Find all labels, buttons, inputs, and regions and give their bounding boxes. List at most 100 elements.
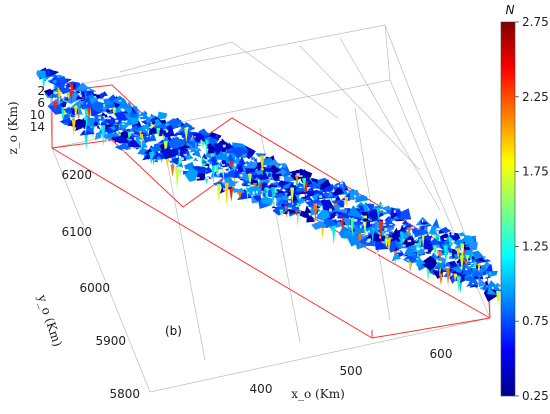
surface-highlight bbox=[296, 173, 300, 176]
surface-patch bbox=[109, 125, 116, 131]
surface-patch bbox=[168, 160, 173, 164]
surface-highlight bbox=[465, 289, 468, 291]
grid-line bbox=[339, 37, 441, 211]
surface-patch bbox=[262, 166, 276, 173]
surface-spike bbox=[156, 126, 161, 138]
surface-patch bbox=[75, 95, 85, 100]
surface-patch bbox=[63, 121, 69, 126]
surface-highlight bbox=[106, 138, 109, 142]
surface-highlight bbox=[385, 231, 390, 235]
surface-highlight bbox=[64, 85, 66, 88]
surface-patch bbox=[104, 114, 108, 118]
surface-highlight bbox=[164, 160, 167, 164]
surface-spike bbox=[350, 218, 355, 238]
surface-highlight bbox=[139, 115, 144, 118]
y-tick-labels: 6200 6100 6000 5900 5800 bbox=[61, 168, 140, 401]
surface-patch bbox=[470, 269, 484, 277]
surface-patch bbox=[204, 137, 211, 140]
surface-highlight bbox=[321, 220, 324, 222]
surface-patch bbox=[220, 169, 238, 179]
surface-patch bbox=[260, 196, 273, 206]
surface-highlight bbox=[191, 137, 193, 140]
surface-highlight bbox=[337, 184, 339, 187]
surface-patch bbox=[66, 92, 81, 104]
surface-highlight bbox=[185, 126, 189, 129]
surface-patch bbox=[208, 137, 219, 146]
surface-patch bbox=[110, 135, 130, 144]
surface-patch bbox=[130, 135, 139, 138]
surface-patch bbox=[368, 229, 373, 235]
surface-highlight bbox=[183, 154, 187, 156]
surface-patch bbox=[304, 205, 312, 214]
surface-highlight bbox=[299, 197, 301, 199]
surface-highlight bbox=[198, 145, 201, 149]
grid-line bbox=[231, 41, 339, 119]
surface-spike bbox=[407, 227, 412, 237]
surface-highlight bbox=[454, 274, 458, 277]
y-tick-label: 5800 bbox=[109, 387, 140, 401]
surface-patch bbox=[485, 263, 494, 274]
surface-highlight bbox=[491, 286, 494, 290]
surface-highlight bbox=[287, 211, 290, 215]
surface-highlight bbox=[272, 200, 277, 202]
surface-highlight bbox=[366, 240, 371, 243]
surface-highlight bbox=[200, 139, 203, 143]
surface-highlight bbox=[118, 133, 121, 136]
grid-line bbox=[164, 149, 206, 361]
surface-patch bbox=[266, 199, 275, 203]
surface-spike bbox=[376, 207, 381, 220]
surface-highlight bbox=[86, 102, 88, 105]
surface-patch bbox=[297, 197, 307, 205]
surface-patch bbox=[463, 235, 476, 246]
surface-patch bbox=[74, 82, 92, 91]
surface-spike bbox=[211, 161, 216, 185]
surface-spike bbox=[53, 102, 58, 113]
surface-spike bbox=[112, 107, 117, 119]
surface-highlight bbox=[130, 132, 135, 134]
x-tick-label: 500 bbox=[340, 364, 363, 378]
surface-highlight bbox=[482, 251, 484, 254]
surface-highlight bbox=[179, 136, 183, 139]
surface-patch bbox=[311, 181, 321, 190]
surface-patch bbox=[116, 121, 130, 132]
surface-highlight bbox=[410, 226, 415, 229]
surface-highlight bbox=[470, 259, 472, 262]
grid-line bbox=[299, 45, 421, 171]
surface-patch bbox=[463, 249, 472, 259]
surface-patch bbox=[225, 168, 230, 172]
surface-patch bbox=[265, 158, 280, 166]
surface-patch bbox=[339, 231, 347, 237]
z-tick-label: 6 bbox=[37, 96, 45, 110]
surface-highlight bbox=[395, 259, 398, 263]
surface-patch bbox=[75, 100, 85, 105]
axes-box bbox=[49, 24, 491, 393]
surface-patch bbox=[125, 127, 131, 132]
surface-highlight bbox=[74, 111, 77, 115]
surface-highlight bbox=[436, 228, 440, 231]
surface-highlight bbox=[56, 116, 58, 120]
surface-highlight bbox=[145, 129, 148, 131]
surface-patch bbox=[420, 226, 425, 230]
surface-patch bbox=[36, 70, 46, 79]
surface-highlight bbox=[94, 96, 96, 98]
surface-highlight bbox=[367, 238, 371, 241]
surface-spike bbox=[448, 236, 453, 251]
surface-patch bbox=[100, 92, 107, 98]
surface-highlight bbox=[397, 251, 401, 253]
surface-patch bbox=[69, 102, 82, 109]
surface-highlight bbox=[121, 123, 125, 125]
surface-patch bbox=[151, 152, 169, 160]
surface-highlight bbox=[163, 129, 167, 131]
surface-spike bbox=[184, 127, 189, 143]
surface-patch bbox=[358, 205, 365, 212]
grid-line bbox=[51, 147, 151, 393]
surface-highlight bbox=[205, 176, 209, 179]
surface-highlight bbox=[471, 267, 475, 268]
surface-patch bbox=[387, 239, 403, 253]
colorbar-tick-label: 2.75 bbox=[522, 15, 549, 29]
surface-spike bbox=[84, 131, 89, 150]
grid-line bbox=[149, 317, 491, 393]
surface-patch bbox=[153, 159, 159, 163]
surface-patch bbox=[427, 226, 438, 236]
